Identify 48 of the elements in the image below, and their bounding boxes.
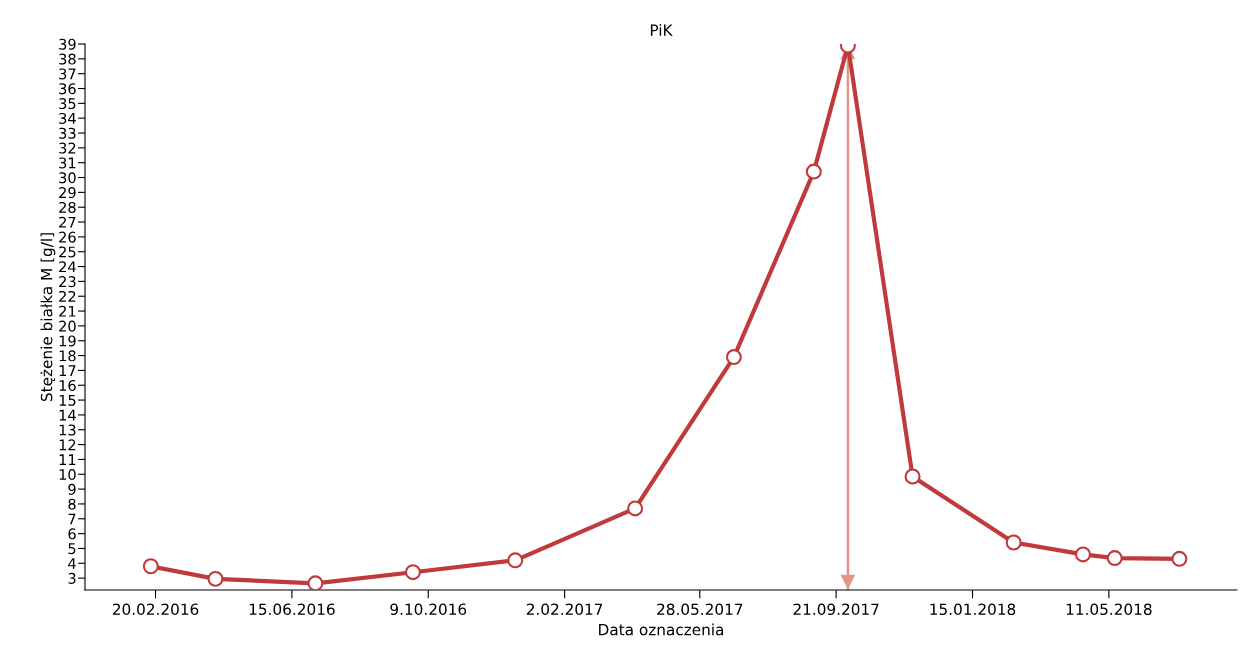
y-tick-label: 39: [59, 38, 76, 50]
y-tick-label: 30: [59, 172, 76, 184]
x-tick-label: 28.05.2017: [657, 603, 743, 616]
y-tick-label: 15: [59, 395, 76, 406]
y-tick-label: 36: [59, 83, 76, 95]
x-tick-label: 2.02.2017: [526, 603, 603, 616]
y-tick-label: 26: [59, 231, 76, 243]
y-tick-label: 20: [59, 320, 76, 332]
y-tick-label: 10: [59, 468, 76, 481]
y-tick-label: 7: [68, 513, 76, 525]
x-axis-title: Data oznaczenia: [599, 623, 724, 636]
y-tick-label: 19: [59, 335, 76, 347]
x-tick-label: 21.09.2017: [793, 603, 879, 616]
y-tick-label: 22: [59, 290, 76, 302]
y-tick-label: 33: [59, 127, 76, 139]
x-tick-label: 15.06.2016: [249, 603, 335, 616]
y-tick-label: 31: [59, 157, 76, 169]
y-tick-label: 34: [59, 112, 76, 124]
y-tick-label: 16: [59, 379, 76, 391]
y-tick-label: 14: [59, 409, 76, 421]
y-tick-label: 6: [68, 528, 76, 540]
y-tick-label: 35: [59, 98, 76, 110]
y-tick-label: 21: [59, 305, 76, 317]
y-tick-label: 18: [59, 350, 76, 362]
y-tick-label: 25: [59, 246, 76, 258]
y-tick-label: 12: [59, 439, 76, 451]
y-tick-label: 11: [59, 454, 76, 465]
y-tick-label: 28: [59, 201, 76, 213]
y-tick-label: 29: [59, 187, 76, 199]
chart-title: PiK: [650, 24, 673, 36]
y-tick-label: 13: [59, 424, 76, 436]
y-tick-label: 23: [59, 276, 76, 288]
y-tick-label: 9: [68, 483, 76, 495]
y-tick-label: 24: [59, 261, 76, 273]
x-tick-label: 20.02.2016: [112, 603, 199, 616]
x-tick-label: 15.01.2018: [930, 603, 1016, 616]
y-tick-label: 3: [68, 572, 76, 584]
x-tick-label: 9.10.2016: [390, 603, 467, 616]
y-tick-label: 17: [59, 365, 76, 376]
y-tick-label: 37: [59, 68, 76, 80]
y-tick-label: 8: [68, 498, 76, 510]
y-tick-label: 4: [68, 558, 76, 569]
y-axis-title: Stężenie białka M [g/l]: [40, 233, 56, 402]
x-tick-label: 11.05.2018: [1066, 603, 1152, 616]
y-tick-label: 27: [59, 216, 76, 228]
y-tick-label: 32: [59, 142, 76, 154]
y-tick-label: 5: [68, 543, 76, 555]
y-tick-label: 38: [59, 53, 76, 65]
